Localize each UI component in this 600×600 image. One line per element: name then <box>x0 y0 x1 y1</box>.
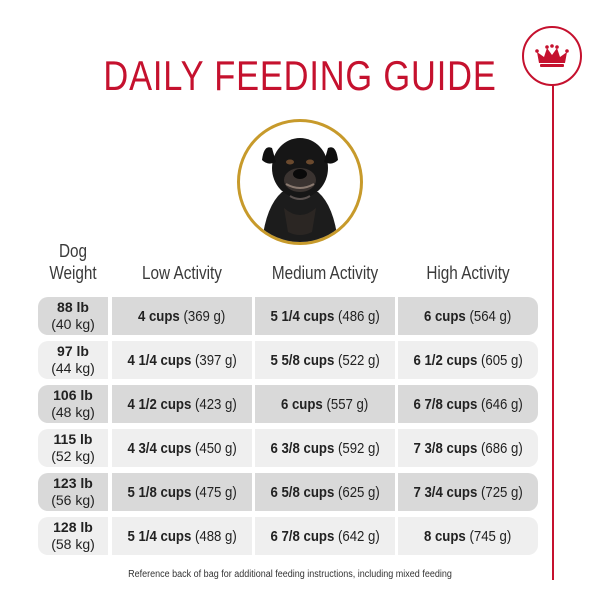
grams-amount: (686 g) <box>480 439 523 457</box>
cups-amount: 5 5/8 cups <box>270 351 335 369</box>
rottweiler-illustration <box>262 138 338 242</box>
grams-amount: (642 g) <box>337 527 380 545</box>
grams-amount: (522 g) <box>337 351 380 369</box>
cups-amount: 6 3/8 cups <box>270 439 335 457</box>
header-high-activity: High Activity <box>426 263 510 283</box>
weight-lb: 123 lb <box>53 475 93 491</box>
cups-amount: 5 1/4 cups <box>270 307 335 325</box>
crown-icon <box>535 44 569 67</box>
low-activity-cell: 4 cups (369 g) <box>112 297 252 335</box>
cups-amount: 4 cups <box>138 307 181 325</box>
grams-amount: (423 g) <box>194 395 237 413</box>
weight-lb: 128 lb <box>53 519 93 535</box>
cups-amount: 8 cups <box>424 527 467 545</box>
grams-amount: (486 g) <box>337 307 380 325</box>
medium-activity-cell: 6 5/8 cups (625 g) <box>255 473 395 511</box>
low-activity-cell: 4 1/4 cups (397 g) <box>112 341 252 379</box>
header-dog-weight: Dog Weight <box>43 240 103 284</box>
weight-cell: 106 lb (48 kg) <box>38 385 108 423</box>
page-title: DAILY FEEDING GUIDE <box>103 52 497 99</box>
weight-kg: (44 kg) <box>51 360 95 376</box>
grams-amount: (369 g) <box>183 307 226 325</box>
high-activity-cell: 8 cups (745 g) <box>398 517 538 555</box>
header-weight-line2: Weight <box>49 263 97 283</box>
weight-cell: 115 lb (52 kg) <box>38 429 108 467</box>
weight-cell: 128 lb (58 kg) <box>38 517 108 555</box>
cups-amount: 7 3/8 cups <box>413 439 478 457</box>
cups-amount: 6 5/8 cups <box>270 483 335 501</box>
grams-amount: (625 g) <box>337 483 380 501</box>
low-activity-cell: 4 3/4 cups (450 g) <box>112 429 252 467</box>
cups-amount: 6 cups <box>281 395 324 413</box>
grams-amount: (646 g) <box>480 395 523 413</box>
grams-amount: (564 g) <box>469 307 512 325</box>
weight-cell: 123 lb (56 kg) <box>38 473 108 511</box>
weight-kg: (40 kg) <box>51 316 95 332</box>
footnote: Reference back of bag for additional fee… <box>128 569 452 580</box>
grams-amount: (475 g) <box>194 483 237 501</box>
header-low-activity: Low Activity <box>142 263 222 283</box>
grams-amount: (450 g) <box>194 439 237 457</box>
cups-amount: 5 1/4 cups <box>127 527 192 545</box>
medium-activity-cell: 6 cups (557 g) <box>255 385 395 423</box>
grams-amount: (488 g) <box>194 527 237 545</box>
cups-amount: 7 3/4 cups <box>413 483 478 501</box>
weight-cell: 97 lb (44 kg) <box>38 341 108 379</box>
weight-kg: (58 kg) <box>51 536 95 552</box>
dog-portrait <box>237 119 363 245</box>
medium-activity-cell: 6 3/8 cups (592 g) <box>255 429 395 467</box>
low-activity-cell: 4 1/2 cups (423 g) <box>112 385 252 423</box>
medium-activity-cell: 5 1/4 cups (486 g) <box>255 297 395 335</box>
weight-cell: 88 lb (40 kg) <box>38 297 108 335</box>
medium-activity-cell: 6 7/8 cups (642 g) <box>255 517 395 555</box>
weight-kg: (52 kg) <box>51 448 95 464</box>
grams-amount: (745 g) <box>469 527 512 545</box>
high-activity-cell: 6 7/8 cups (646 g) <box>398 385 538 423</box>
high-activity-cell: 7 3/4 cups (725 g) <box>398 473 538 511</box>
header-weight-line1: Dog <box>58 241 88 261</box>
weight-kg: (48 kg) <box>51 404 95 420</box>
cups-amount: 4 1/4 cups <box>127 351 192 369</box>
weight-lb: 106 lb <box>53 387 93 403</box>
grams-amount: (605 g) <box>480 351 523 369</box>
grams-amount: (592 g) <box>337 439 380 457</box>
grams-amount: (725 g) <box>480 483 523 501</box>
high-activity-cell: 6 1/2 cups (605 g) <box>398 341 538 379</box>
brand-divider-line <box>552 60 554 580</box>
weight-lb: 97 lb <box>57 343 89 359</box>
cups-amount: 4 3/4 cups <box>127 439 192 457</box>
high-activity-cell: 6 cups (564 g) <box>398 297 538 335</box>
grams-amount: (397 g) <box>194 351 237 369</box>
weight-lb: 115 lb <box>53 431 93 447</box>
high-activity-cell: 7 3/8 cups (686 g) <box>398 429 538 467</box>
cups-amount: 6 cups <box>424 307 467 325</box>
low-activity-cell: 5 1/4 cups (488 g) <box>112 517 252 555</box>
cups-amount: 4 1/2 cups <box>127 395 192 413</box>
cups-amount: 6 7/8 cups <box>413 395 478 413</box>
grams-amount: (557 g) <box>326 395 369 413</box>
low-activity-cell: 5 1/8 cups (475 g) <box>112 473 252 511</box>
weight-kg: (56 kg) <box>51 492 95 508</box>
cups-amount: 5 1/8 cups <box>127 483 192 501</box>
brand-badge <box>522 26 582 86</box>
cups-amount: 6 1/2 cups <box>413 351 478 369</box>
cups-amount: 6 7/8 cups <box>270 527 335 545</box>
header-medium-activity: Medium Activity <box>271 263 379 283</box>
medium-activity-cell: 5 5/8 cups (522 g) <box>255 341 395 379</box>
weight-lb: 88 lb <box>57 299 89 315</box>
